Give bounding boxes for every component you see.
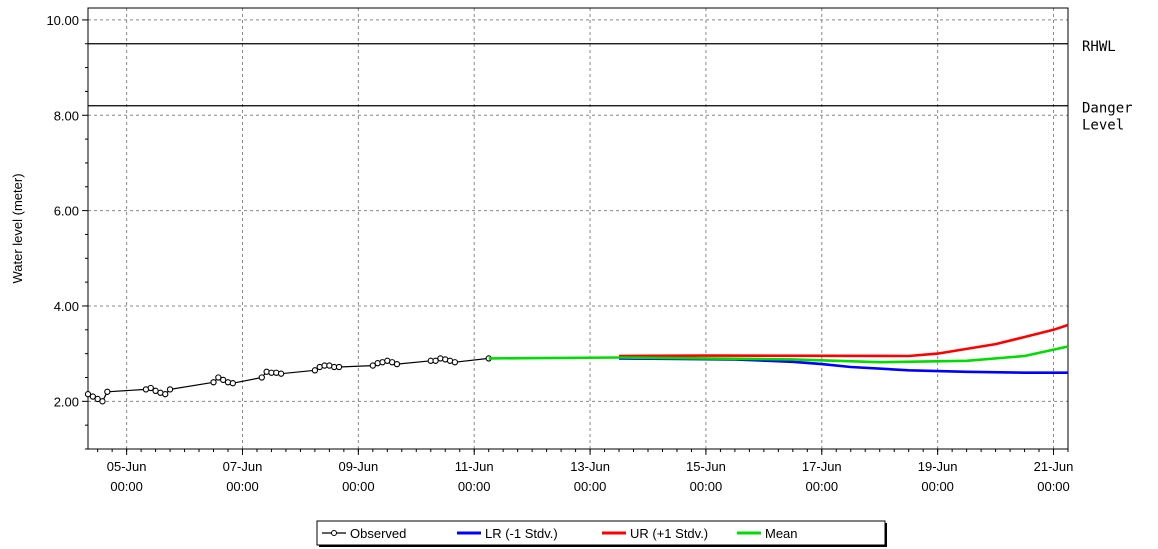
data-point xyxy=(166,386,174,393)
y-axis-label: Water level (meter) xyxy=(10,173,25,283)
y-tick-label: 6.00 xyxy=(54,204,79,219)
series-line xyxy=(87,357,489,402)
data-point xyxy=(162,391,169,398)
x-tick-date-label: 15-Jun xyxy=(686,459,726,474)
y-tick-label: 2.00 xyxy=(54,394,79,409)
data-point xyxy=(210,379,217,386)
x-tick-date-label: 17-Jun xyxy=(802,459,842,474)
x-tick-time-label: 00:00 xyxy=(806,479,839,494)
x-tick-time-label: 00:00 xyxy=(921,479,954,494)
legend-item: LR (-1 Stdv.) xyxy=(457,526,558,541)
legend-label: LR (-1 Stdv.) xyxy=(485,526,558,541)
legend-item: UR (+1 Stdv.) xyxy=(602,526,708,541)
plot-area-frame xyxy=(87,7,1069,450)
data-point xyxy=(94,395,101,403)
y-tick-label: 4.00 xyxy=(54,299,79,314)
x-tick-date-label: 19-Jun xyxy=(918,459,958,474)
x-tick-time-label: 00:00 xyxy=(1037,479,1070,494)
data-point xyxy=(451,359,459,366)
data-point xyxy=(229,380,236,387)
legend-box xyxy=(316,520,886,546)
x-tick-date-label: 21-Jun xyxy=(1034,459,1074,474)
series-observed xyxy=(84,355,492,405)
reference-line-label: Danger xyxy=(1082,101,1133,117)
x-tick-time-label: 00:00 xyxy=(574,479,607,494)
x-tick-date-label: 05-Jun xyxy=(107,459,147,474)
legend-label: UR (+1 Stdv.) xyxy=(630,526,708,541)
data-point xyxy=(311,367,319,374)
series-ur-1-stdv xyxy=(618,323,1069,358)
x-tick-time-label: 00:00 xyxy=(226,479,259,494)
x-tick-date-label: 09-Jun xyxy=(338,459,378,474)
x-tick-time-label: 00:00 xyxy=(342,479,375,494)
x-tick-time-label: 00:00 xyxy=(110,479,143,494)
data-point xyxy=(277,370,285,377)
series-mean xyxy=(488,345,1069,364)
data-point xyxy=(84,391,92,398)
x-tick-date-label: 07-Jun xyxy=(223,459,263,474)
x-tick-date-label: 11-Jun xyxy=(455,459,494,474)
legend-item: Mean xyxy=(737,526,798,541)
legend-label: Mean xyxy=(765,526,798,541)
data-point xyxy=(393,360,401,368)
data-point xyxy=(258,374,265,381)
x-tick-time-label: 00:00 xyxy=(690,479,723,494)
data-point xyxy=(89,393,96,400)
legend: Observed LR (-1 Stdv.) UR (+1 Stdv.) Mean xyxy=(316,520,887,547)
data-point xyxy=(99,398,106,405)
data-point xyxy=(220,376,227,384)
data-series xyxy=(84,323,1069,405)
y-tick-label: 10.00 xyxy=(46,13,79,28)
data-point xyxy=(335,363,343,371)
x-tick-time-label: 00:00 xyxy=(458,479,491,494)
data-point xyxy=(215,374,222,381)
x-tick-date-label: 13-Jun xyxy=(570,459,610,474)
data-point xyxy=(432,357,439,364)
grid-lines xyxy=(88,8,1068,449)
axes: 2.00 4.00 6.00 8.00 10.00 05-Jun 00:00 07-Jun 00… xyxy=(46,13,1073,494)
reference-line-label: RHWL xyxy=(1082,39,1116,55)
data-point xyxy=(147,384,154,392)
legend-marker xyxy=(331,530,337,536)
legend-label: Observed xyxy=(350,526,406,541)
series-line xyxy=(488,345,1069,364)
data-point xyxy=(369,362,376,369)
series-line xyxy=(618,323,1069,358)
data-point xyxy=(104,388,111,395)
reference-line-label: Level xyxy=(1082,118,1124,134)
legend-item: Observed xyxy=(322,526,406,541)
y-tick-label: 8.00 xyxy=(54,108,79,123)
